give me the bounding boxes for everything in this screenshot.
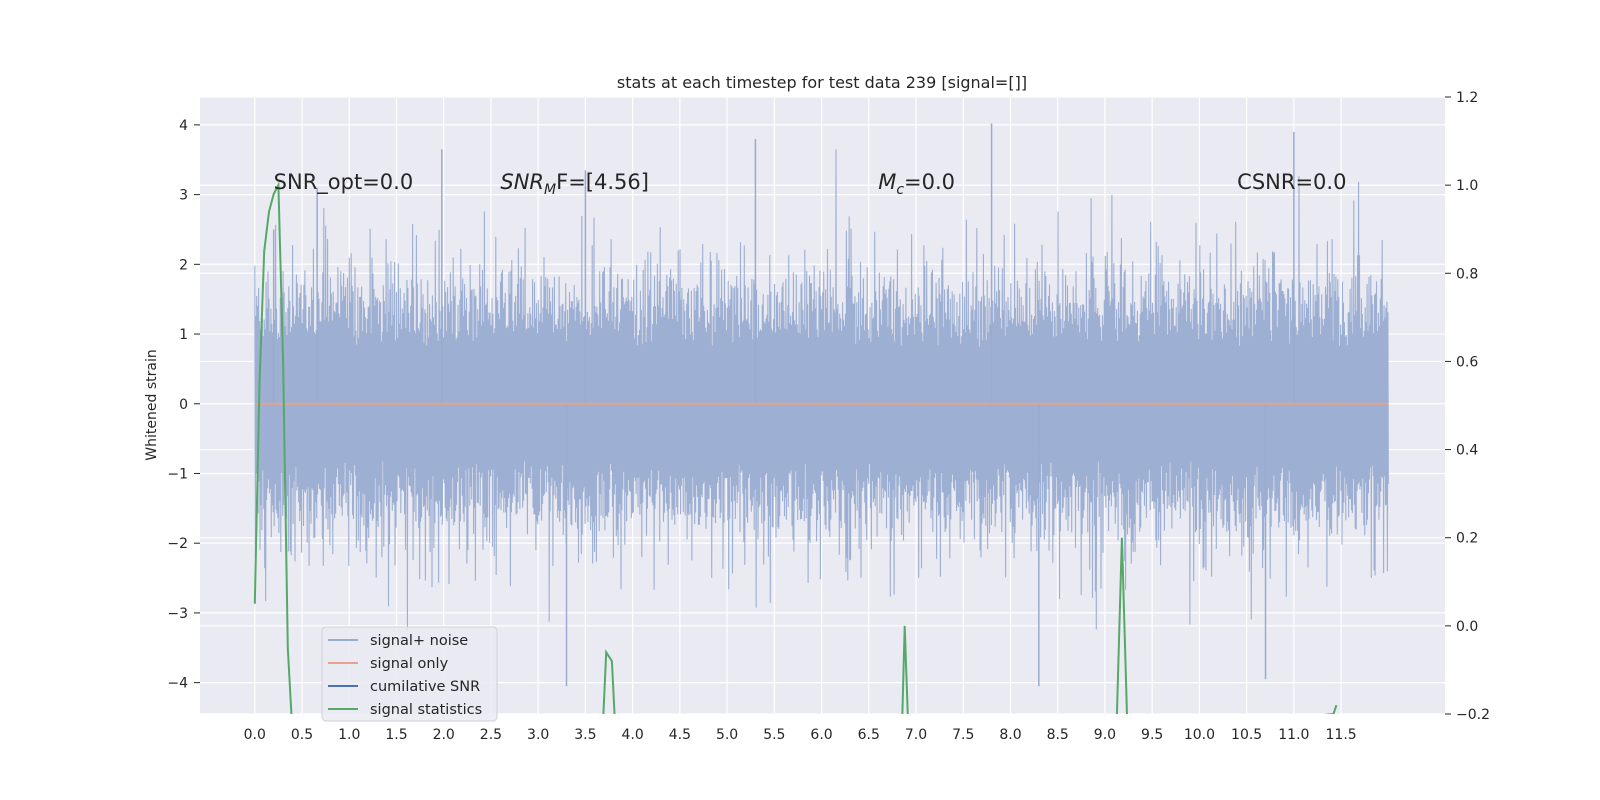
legend: signal+ noise signal only cumilative SNR si…: [321, 626, 498, 722]
y2-tick-label: 1.2: [1456, 90, 1478, 106]
series-line-signal-noise: [254, 149, 1389, 632]
y2-tick-label: 0.4: [1456, 443, 1478, 459]
x-tick-label: 11.5: [1326, 727, 1357, 743]
y-axis-label: Whitened strain: [144, 349, 160, 460]
y-tick-label: 0: [179, 397, 188, 413]
legend-box: [321, 626, 498, 722]
x-tick-label: 9.5: [1141, 727, 1163, 743]
x-tick-label: 5.5: [763, 727, 785, 743]
x-tick-label: 1.5: [385, 727, 407, 743]
annotation-part: M: [878, 170, 896, 194]
annotation-label: SNRMF=[4.56]: [500, 170, 649, 198]
x-tick-label: 8.0: [999, 727, 1021, 743]
annotation-part: F=[4.56]: [556, 170, 649, 194]
y2-tick-label: 0.2: [1456, 531, 1478, 547]
y-tick-label: −2: [167, 536, 188, 552]
y-axis-right: 1.2 1.0 0.8 0.6 0.4 0.2 0.0 −0.2: [1445, 90, 1490, 723]
annotation-part: SNR: [500, 170, 544, 194]
y-tick-label: 4: [179, 118, 188, 134]
x-tick-label: 2.0: [433, 727, 455, 743]
y2-tick-label: 0.0: [1456, 619, 1478, 635]
y2-tick-label: 0.6: [1456, 354, 1478, 370]
y-axis-left: 4 3 2 1 0 −1 −2 −3 −4: [167, 118, 200, 692]
x-tick-label: 10.0: [1184, 727, 1215, 743]
y-tick-label: −4: [167, 676, 188, 692]
x-tick-label: 2.5: [480, 727, 502, 743]
x-tick-label: 3.0: [527, 727, 549, 743]
y-tick-label: 3: [179, 188, 188, 204]
y-tick-label: 2: [179, 257, 188, 273]
y2-tick-label: 1.0: [1456, 178, 1478, 194]
annotation-label: Mc=0.0: [878, 170, 955, 198]
x-tick-label: 0.5: [291, 727, 313, 743]
y-tick-label: 1: [179, 327, 188, 343]
x-tick-label: 8.5: [1047, 727, 1069, 743]
annotation-label: CSNR=0.0: [1237, 170, 1346, 194]
legend-label: cumilative SNR: [370, 679, 480, 695]
series-line-signal-statistics: [253, 181, 1338, 714]
x-tick-label: 7.0: [905, 727, 927, 743]
chart-title: stats at each timestep for test data 239…: [617, 73, 1027, 92]
x-tick-label: 4.5: [669, 727, 691, 743]
x-tick-label: 11.0: [1278, 727, 1309, 743]
x-tick-label: 10.5: [1231, 727, 1262, 743]
series-layer: [253, 123, 1389, 714]
annotation-label: SNR_opt=0.0: [274, 170, 414, 195]
x-tick-label: 9.0: [1094, 727, 1116, 743]
annotation-sub: M: [544, 182, 556, 198]
x-tick-label: 0.0: [244, 727, 266, 743]
annotation-part: =0.0: [904, 170, 955, 194]
legend-label: signal only: [370, 656, 449, 672]
x-axis: 0.0 0.5 1.0 1.5 2.0 2.5 3.0 3.5 4.0 4.5 5.0 5.5 6.0 6…: [244, 727, 1357, 743]
x-tick-label: 6.5: [858, 727, 880, 743]
y-tick-label: −1: [167, 466, 188, 482]
y-tick-label: −3: [167, 606, 188, 622]
x-tick-label: 6.0: [810, 727, 832, 743]
annotations: SNR_opt=0.0 SNRMF=[4.56] Mc=0.0 CSNR=0.0: [274, 170, 1347, 198]
x-tick-label: 3.5: [574, 727, 596, 743]
x-tick-label: 1.0: [338, 727, 360, 743]
x-tick-label: 5.0: [716, 727, 738, 743]
y2-tick-label: 0.8: [1456, 266, 1478, 282]
legend-label: signal+ noise: [370, 633, 468, 649]
annotation-sub: c: [896, 182, 904, 198]
x-tick-label: 7.5: [952, 727, 974, 743]
x-tick-label: 4.0: [621, 727, 643, 743]
y2-tick-label: −0.2: [1456, 707, 1490, 723]
legend-label: signal statistics: [370, 702, 482, 718]
